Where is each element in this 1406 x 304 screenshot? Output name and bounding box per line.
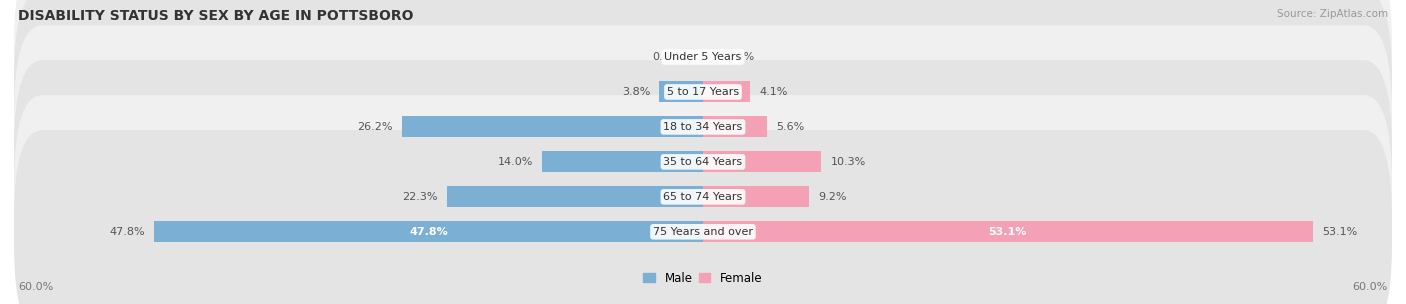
Text: 26.2%: 26.2% [357,122,392,132]
Bar [402,116,703,137]
Text: 3.8%: 3.8% [621,87,650,97]
Bar [703,151,821,172]
FancyBboxPatch shape [14,130,1392,304]
FancyBboxPatch shape [14,95,1392,299]
Text: 22.3%: 22.3% [402,192,437,202]
Bar [703,186,808,207]
FancyBboxPatch shape [14,25,1392,229]
Text: 47.8%: 47.8% [409,227,449,237]
Text: 75 Years and over: 75 Years and over [652,227,754,237]
Legend: Male, Female: Male, Female [638,267,768,289]
Bar [659,81,703,102]
Text: 60.0%: 60.0% [18,282,53,292]
Bar [155,221,703,242]
Text: DISABILITY STATUS BY SEX BY AGE IN POTTSBORO: DISABILITY STATUS BY SEX BY AGE IN POTTS… [18,9,413,23]
Text: 0.0%: 0.0% [652,52,681,62]
Bar [703,116,768,137]
Text: 60.0%: 60.0% [1353,282,1388,292]
Text: Source: ZipAtlas.com: Source: ZipAtlas.com [1277,9,1388,19]
Bar [703,81,749,102]
Text: 35 to 64 Years: 35 to 64 Years [664,157,742,167]
Text: 65 to 74 Years: 65 to 74 Years [664,192,742,202]
Bar [447,186,703,207]
Text: 9.2%: 9.2% [818,192,846,202]
Text: Under 5 Years: Under 5 Years [665,52,741,62]
Text: 4.1%: 4.1% [759,87,787,97]
Bar [543,151,703,172]
FancyBboxPatch shape [14,0,1392,159]
Text: 10.3%: 10.3% [831,157,866,167]
Bar [703,221,1313,242]
Text: 0.0%: 0.0% [725,52,754,62]
FancyBboxPatch shape [14,60,1392,264]
Text: 53.1%: 53.1% [988,227,1026,237]
Text: 5 to 17 Years: 5 to 17 Years [666,87,740,97]
Text: 53.1%: 53.1% [1322,227,1357,237]
Text: 18 to 34 Years: 18 to 34 Years [664,122,742,132]
Text: 14.0%: 14.0% [498,157,533,167]
FancyBboxPatch shape [14,0,1392,194]
Text: 5.6%: 5.6% [776,122,804,132]
Text: 47.8%: 47.8% [110,227,145,237]
